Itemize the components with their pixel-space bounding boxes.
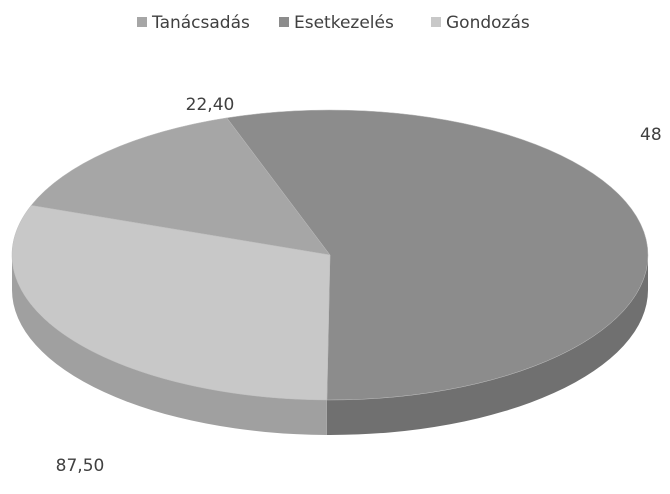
slice xyxy=(30,117,331,256)
slice-side xyxy=(12,255,327,435)
data-label: 87,50 xyxy=(56,456,105,476)
slice xyxy=(226,109,649,401)
data-label: 48 xyxy=(640,125,662,145)
legend-label: Tanácsadás xyxy=(151,13,250,33)
slice xyxy=(11,205,331,401)
legend-label: Esetkezelés xyxy=(294,13,394,33)
legend-swatch xyxy=(431,17,441,27)
legend-label: Gondozás xyxy=(446,13,530,33)
slice-side xyxy=(326,255,648,435)
legend-swatch xyxy=(279,17,289,27)
legend-swatch xyxy=(137,17,147,27)
data-label: 22,40 xyxy=(186,95,235,115)
